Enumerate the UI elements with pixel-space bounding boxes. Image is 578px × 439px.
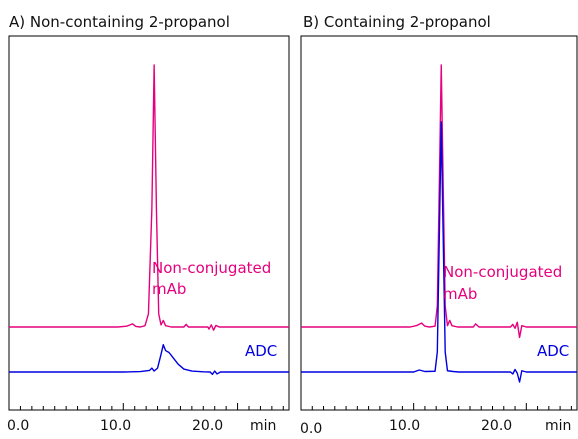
panel-b: B) Containing 2-propanol 0.0 10.0 20.0 m… (300, 13, 578, 437)
panel-a-x-unit: min (250, 418, 276, 434)
panel-b-title: B) Containing 2-propanol (303, 13, 491, 31)
panel-a-annotation-non-conjugated: Non-conjugated (152, 259, 271, 277)
panel-b-annotation-non-conjugated: Non-conjugated (443, 263, 562, 281)
panel-a-trace-adc (9, 344, 289, 376)
panel-a-xtick-label-2: 20.0 (192, 418, 223, 434)
panel-a-xtick-label-0: 0.0 (7, 418, 29, 434)
panel-b-trace-adc (301, 121, 577, 383)
panel-b-annotation-adc: ADC (537, 342, 569, 360)
panel-b-xtick-label-0: 0.0 (300, 421, 322, 437)
panel-a-x-ticks (8, 403, 284, 410)
panel-a: A) Non-containing 2-propanol 0.0 10.0 20… (7, 13, 290, 434)
panel-a-annotation-adc: ADC (245, 342, 277, 360)
panel-a-title: A) Non-containing 2-propanol (9, 13, 230, 31)
panel-b-x-unit: min (545, 418, 571, 434)
panel-b-traces (301, 64, 577, 383)
panel-a-trace-non-conjugated-mab (9, 64, 289, 331)
panel-b-x-ticks (300, 403, 572, 410)
panel-b-xtick-label-1: 10.0 (389, 418, 420, 434)
panel-a-traces (9, 64, 289, 376)
panel-a-annotation-mab: mAb (152, 280, 186, 298)
panel-b-frame (300, 35, 578, 411)
panel-b-trace-non-conjugated-mab (301, 64, 577, 339)
panel-b-xtick-label-2: 20.0 (481, 418, 512, 434)
panel-a-frame (8, 35, 290, 411)
panel-b-annotation-mab: mAb (443, 285, 477, 303)
panel-a-xtick-label-1: 10.0 (100, 418, 131, 434)
